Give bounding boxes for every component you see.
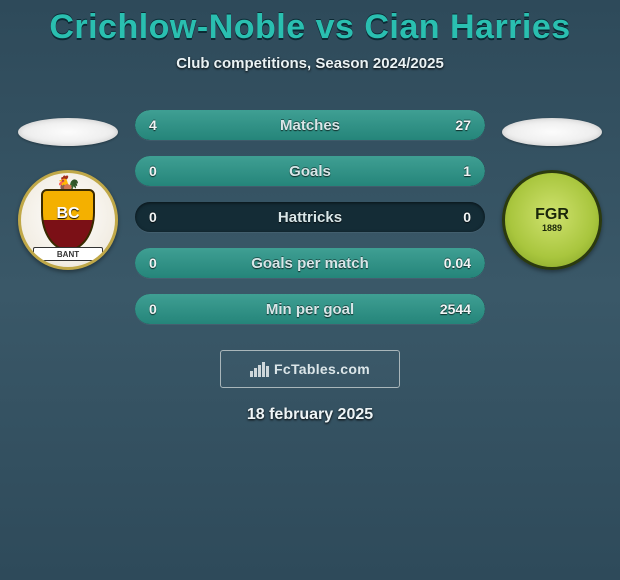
crest-letters-right: FGR 1889 [535,207,569,233]
stat-label: Matches [195,117,425,134]
comparison-panel: 🐓 BC BANT 4Matches270Goals10Hattricks00G… [0,92,620,324]
stat-label: Hattricks [195,209,425,226]
stat-value-left: 4 [135,117,195,133]
stats-list: 4Matches270Goals10Hattricks00Goals per m… [135,92,485,324]
player-photo-placeholder-left [18,118,118,146]
crest-year: 1889 [535,224,569,233]
stat-value-left: 0 [135,209,195,225]
shield-icon: BC [41,189,95,251]
stat-value-right: 0.04 [425,255,485,271]
stat-value-right: 27 [425,117,485,133]
stat-label: Min per goal [195,301,425,318]
stat-row: 0Goals1 [135,156,485,186]
stat-value-right: 1 [425,163,485,179]
stat-value-left: 0 [135,163,195,179]
crest-letters-left: BC [56,205,79,223]
brand-watermark[interactable]: FcTables.com [220,350,400,388]
stat-label: Goals [195,163,425,180]
player-photo-placeholder-right [502,118,602,146]
brand-text: FcTables.com [274,361,370,377]
subtitle: Club competitions, Season 2024/2025 [0,55,620,72]
stat-value-right: 2544 [425,301,485,317]
left-player-column: 🐓 BC BANT [13,92,123,270]
crest-banner-left: BANT [33,247,103,261]
stat-value-right: 0 [425,209,485,225]
crest-abbr: FGR [535,207,569,224]
bar-chart-icon [250,361,268,377]
stat-row: 0Hattricks0 [135,202,485,232]
stat-value-left: 0 [135,301,195,317]
stat-row: 0Min per goal2544 [135,294,485,324]
right-club-crest: FGR 1889 [502,170,602,270]
stat-row: 4Matches27 [135,110,485,140]
stat-value-left: 0 [135,255,195,271]
stat-label: Goals per match [195,255,425,272]
comparison-date: 18 february 2025 [0,406,620,424]
right-player-column: FGR 1889 [497,92,607,270]
page-title: Crichlow-Noble vs Cian Harries [0,8,620,47]
stat-row: 0Goals per match0.04 [135,248,485,278]
left-club-crest: 🐓 BC BANT [18,170,118,270]
